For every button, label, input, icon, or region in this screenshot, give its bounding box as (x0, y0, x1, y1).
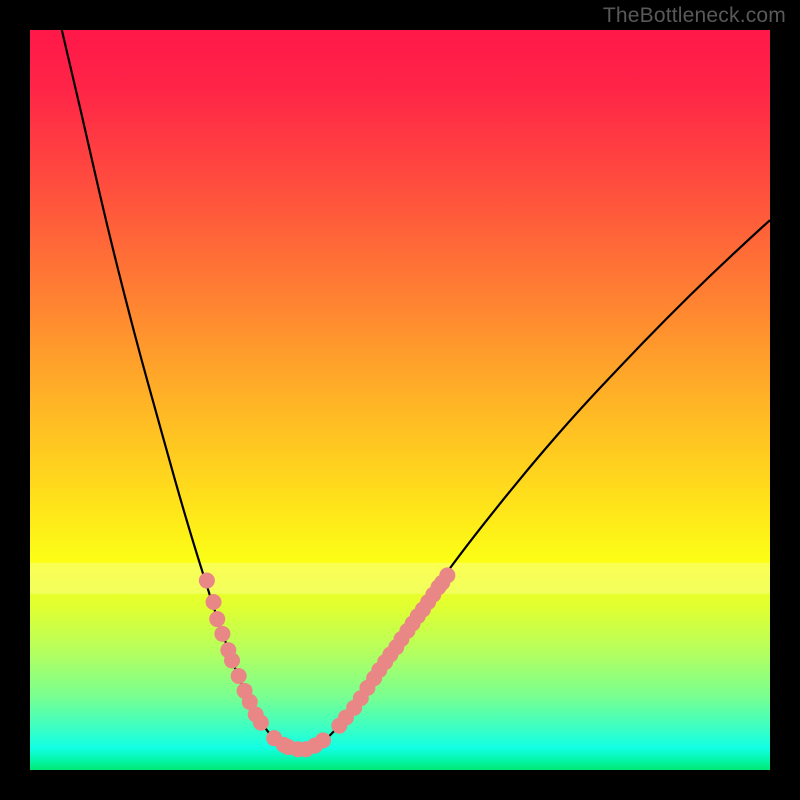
watermark-label: TheBottleneck.com (603, 4, 786, 28)
data-marker (224, 652, 240, 668)
data-marker (214, 626, 230, 642)
data-marker (209, 611, 225, 627)
data-marker (206, 594, 222, 610)
threshold-band (30, 563, 770, 594)
chart-plot-gradient-background (30, 30, 770, 770)
chart-container: TheBottleneck.com (0, 0, 800, 800)
data-marker (253, 715, 269, 731)
data-marker (231, 668, 247, 684)
data-marker (315, 732, 331, 748)
bottleneck-chart (0, 0, 800, 800)
data-marker (439, 567, 455, 583)
data-marker (199, 573, 215, 589)
